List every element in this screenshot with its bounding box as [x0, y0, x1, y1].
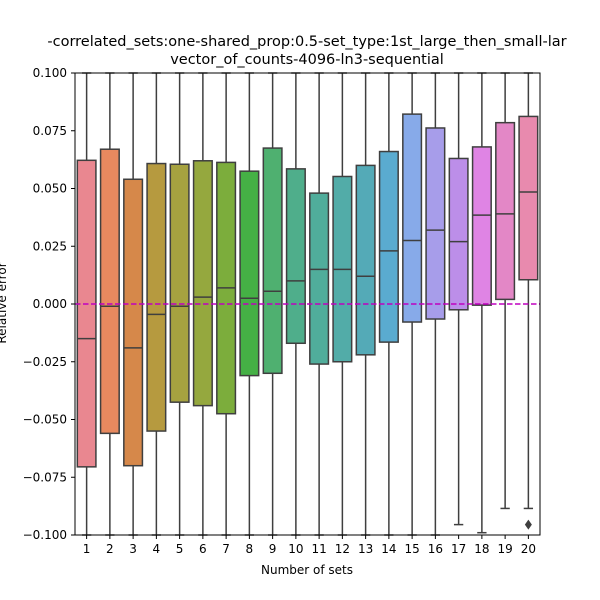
- x-tick-label: 10: [288, 542, 303, 556]
- x-tick-label: 18: [474, 542, 489, 556]
- box-body: [378, 150, 399, 343]
- box-body: [448, 157, 469, 311]
- x-tick-label: 17: [451, 542, 466, 556]
- box-6: [192, 72, 213, 536]
- box-4: [146, 72, 167, 536]
- box-body: [146, 162, 167, 432]
- x-tick-label: 5: [176, 542, 184, 556]
- y-tick-label: 0.025: [33, 239, 67, 253]
- x-tick-label: 1: [83, 542, 91, 556]
- box-body: [99, 148, 120, 435]
- box-body: [76, 159, 97, 468]
- x-tick-label: 16: [428, 542, 443, 556]
- box-5: [169, 72, 190, 536]
- box-9: [262, 72, 283, 536]
- outlier-marker: [524, 519, 532, 530]
- box-body: [425, 127, 446, 320]
- y-tick-label: 0.000: [33, 297, 67, 311]
- y-tick-label: −0.050: [23, 413, 67, 427]
- chart-title-line1: -correlated_sets:one-shared_prop:0.5-set…: [47, 34, 566, 50]
- box-3: [123, 72, 144, 536]
- y-tick-label: −0.025: [23, 355, 67, 369]
- y-tick-label: −0.075: [23, 470, 67, 484]
- box-body: [169, 163, 190, 403]
- x-tick-label: 20: [521, 542, 536, 556]
- x-tick-label: 11: [311, 542, 326, 556]
- box-8: [239, 72, 260, 536]
- x-tick-label: 12: [335, 542, 350, 556]
- y-tick-label: −0.100: [23, 528, 67, 542]
- y-axis-label: Relative error: [0, 262, 9, 343]
- box-body: [239, 170, 260, 377]
- box-body: [355, 164, 376, 356]
- chart-title: -correlated_sets:one-shared_prop:0.5-set…: [47, 34, 566, 68]
- x-tick-label: 13: [358, 542, 373, 556]
- box-body: [285, 168, 306, 345]
- box-15: [402, 72, 423, 536]
- x-tick-label: 6: [199, 542, 207, 556]
- box-body: [471, 146, 492, 306]
- box-1: [76, 72, 97, 536]
- box-body: [192, 160, 213, 407]
- box-body: [495, 121, 516, 301]
- x-tick-label: 19: [497, 542, 512, 556]
- box-7: [216, 72, 237, 536]
- box-body: [402, 113, 423, 323]
- box-18: [471, 72, 492, 534]
- box-13: [355, 72, 376, 536]
- x-tick-label: 15: [404, 542, 419, 556]
- x-tick-label: 14: [381, 542, 396, 556]
- boxes-group: [76, 72, 539, 536]
- box-20: [518, 72, 539, 530]
- x-tick-label: 3: [129, 542, 137, 556]
- chart-title-line2: vector_of_counts-4096-ln3-sequential: [170, 52, 444, 68]
- axes-group: −0.100 −0.075 −0.050 −0.025 0.000 0.025 0.050 0…: [23, 66, 541, 556]
- box-body: [262, 147, 283, 375]
- x-tick-label: 9: [269, 542, 277, 556]
- x-tick-label: 8: [246, 542, 254, 556]
- y-tick-label: 0.075: [33, 124, 67, 138]
- x-tick-label: 4: [153, 542, 161, 556]
- x-axis-label: Number of sets: [261, 563, 353, 577]
- box-19: [495, 72, 516, 510]
- box-body: [518, 115, 539, 281]
- box-14: [378, 72, 399, 536]
- box-body: [123, 178, 144, 467]
- box-body: [309, 192, 330, 365]
- x-tick-label: 2: [106, 542, 114, 556]
- y-tick-label: 0.100: [33, 66, 67, 80]
- box-17: [448, 72, 469, 526]
- box-12: [332, 72, 353, 536]
- x-tick-label: 7: [222, 542, 230, 556]
- y-tick-label: 0.050: [33, 182, 67, 196]
